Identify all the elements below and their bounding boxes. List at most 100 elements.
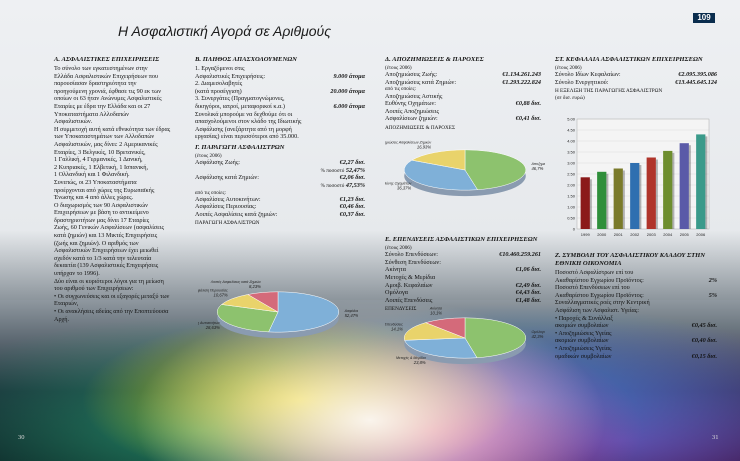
body-line: παρουσίασαν δραστηριότητα την bbox=[54, 80, 137, 88]
employee-item: 2. Διαμεσολαβητές (κατά προσέγγιση) 20.000… bbox=[195, 80, 365, 95]
column-employees-production: Β. ΠΛΗΘΟΣ ΑΠΑΣΧΟΛΟΥΜΕΝΩΝ 1. Εργαζόμενοι … bbox=[195, 56, 365, 226]
bar bbox=[630, 163, 640, 229]
bar bbox=[679, 143, 689, 229]
pie-slice bbox=[247, 291, 279, 313]
nonlife-value: €2,06 δισ. bbox=[339, 174, 365, 182]
z2-label2: Ακαθαρίστου Εγχωρίου Προϊόντος: bbox=[555, 291, 644, 299]
body-line: κατά ζημιών) και 13 Μικτές Επιχειρήσεις bbox=[54, 232, 158, 240]
bar-shadow bbox=[688, 145, 691, 229]
employee-item-value: 6.000 άτομα bbox=[333, 102, 365, 110]
employee-item-value: 9.000 άτομα bbox=[333, 72, 365, 80]
body-line: Η συμμετοχή αυτή κατά εθνικότητα των έδρ… bbox=[54, 125, 171, 133]
body-line: προέρχονται από χώρες της Ευρωπαϊκής bbox=[54, 186, 155, 194]
pie-slice-label: 16,93% bbox=[417, 145, 431, 150]
pie-slice-label: 8,23% bbox=[249, 284, 261, 289]
bar-ytick-label: 0.50 bbox=[567, 216, 576, 221]
property-row: Ασφαλίσεις Περιουσίας: €0,46 δισ. bbox=[195, 203, 365, 211]
bar bbox=[580, 177, 590, 229]
body-line: του αριθμού των Επιχειρήσεων: bbox=[54, 285, 134, 293]
claims-nonlife-row: Αποζημιώσεις κατά Ζημιών: €1.293.222.824 bbox=[385, 79, 541, 87]
investments-list: Ακίνητα €1,06 δισ. Μετοχές & Μερίδια Αμοιβ.… bbox=[385, 266, 541, 304]
body-line: των Υποκαταστημάτων των Αλλοδαπών bbox=[54, 133, 155, 141]
section-heading-b: Β. ΠΛΗΘΟΣ ΑΠΑΣΧΟΛΟΥΜΕΝΩΝ bbox=[195, 56, 297, 63]
bar-shadow bbox=[606, 173, 609, 229]
pie-slice-name: Λοιπές Αποζημιώσεις Ασφαλίσεων Ζημιών bbox=[385, 141, 431, 145]
health-item-label2: ακομιών συμβολαίων bbox=[555, 337, 609, 345]
pie-slice-label: 42,3% bbox=[531, 334, 543, 339]
equity-value: €2.095.395.086 bbox=[678, 71, 717, 79]
assets-value: €13.445.645.124 bbox=[675, 78, 717, 86]
pie-investments-title: ΕΠΕΝΔΥΣΕΙΣ bbox=[385, 306, 417, 313]
claims-of-which: από τις οποίες: bbox=[385, 86, 416, 93]
employee-item: 3. Συνεργάτες (Πραγματογνώμονες, δικηγόρο… bbox=[195, 95, 365, 110]
investment-value: €1,06 δισ. bbox=[515, 266, 541, 274]
claims-pie-chart: Αποζημιώσεις Ζωής46,7% Αποζημιώσεις Αστικ… bbox=[385, 141, 545, 197]
claims-life-label: Αποζημιώσεις Ζωής: bbox=[385, 71, 438, 79]
life-pct-label: % ποσοστό bbox=[320, 167, 345, 174]
motor-value: €1,23 δισ. bbox=[339, 195, 365, 203]
pie-slice bbox=[403, 159, 478, 191]
bar bbox=[646, 157, 656, 229]
pie-slice bbox=[403, 322, 466, 341]
column-capital: ΣΤ. ΚΕΦΑΛΑΙΑ ΑΣΦΑΛΙΣΤΙΚΩΝ ΕΠΙΧΕΙΡΗΣΕΩΝ (… bbox=[555, 56, 717, 101]
investment-row: Ομόλογα €4,43 δισ. bbox=[385, 289, 541, 297]
assets-label: Σύνολο Ενεργητικού: bbox=[555, 78, 609, 86]
bar-chart-unit: (σε δισ. ευρώ) bbox=[555, 94, 585, 101]
pie-slice-label: 10,67% bbox=[214, 292, 228, 297]
body-line: 2 Κυπριακές, 1 Ελβετική, 1 Ισπανική, bbox=[54, 163, 149, 171]
employee-item-row: Ασφαλιστικές Επιχειρήσεις: 9.000 άτομα bbox=[195, 73, 365, 81]
employee-item-row: δικηγόροι, ιατροί, μεταφορικοί κ.α.) 6.00… bbox=[195, 103, 365, 111]
body-line: Ασφαλιστικών. bbox=[54, 118, 93, 126]
pie-slice bbox=[268, 291, 340, 333]
employee-item: 1. Εργαζόμενοι στις Ασφαλιστικές Επιχειρή… bbox=[195, 65, 365, 80]
column-claims-investments: Δ. ΑΠΟΖΗΜΙΩΣΕΙΣ & ΠΑΡΟΧΕΣ (έτους 2006) Α… bbox=[385, 56, 541, 131]
investment-value: €2,49 δισ. bbox=[515, 281, 541, 289]
bar bbox=[613, 168, 623, 229]
body-line: • Οι συγχωνεύσεις και οι εξαγορές μεταξύ… bbox=[54, 292, 170, 300]
body-line: Επιχειρήσεων με βάση το αντικείμενο bbox=[54, 209, 149, 217]
z2-value: 5% bbox=[708, 291, 717, 299]
investment-row: Ακίνητα €1,06 δισ. bbox=[385, 266, 541, 274]
bar-ytick-label: 4.00 bbox=[567, 139, 576, 144]
pie-slice-name: Μετοχές & Μερίδια bbox=[396, 356, 427, 360]
motor-row: Ασφαλίσεις Αυτοκινήτων: €1,23 δισ. bbox=[195, 196, 365, 204]
pie-slice-name: Αποζημιώσεις Αστικής Ευθύνης Οχημάτων bbox=[385, 182, 411, 186]
bar-shadow bbox=[655, 159, 658, 229]
body-line: Ζωής, 60 Γενικών Ασφαλίσεων (ασφαλίσεις bbox=[54, 224, 164, 232]
background-colorful-art bbox=[0, 230, 740, 461]
claims-other-label: Λοιπές Αποζημιώσεις bbox=[385, 107, 439, 115]
health-item: • Αποζημιώσεις Υγείας ακομιών συμβολαίων… bbox=[555, 330, 717, 345]
bar-xtick-label: 1999 bbox=[581, 232, 591, 237]
body-line: Ο διαχωρισμός των 90 Ασφαλιστικών bbox=[54, 201, 148, 209]
pie-slice bbox=[411, 149, 466, 171]
bar-ytick-label: 1.00 bbox=[567, 205, 576, 210]
employee-item-label: 1. Εργαζόμενοι στις bbox=[195, 65, 245, 72]
health-item-label: • Αποζημιώσεις Υγείας bbox=[555, 329, 612, 337]
bar-shadow bbox=[672, 152, 675, 229]
z1-row: Ακαθαρίστου Εγχωρίου Προϊόντος: 2% bbox=[555, 277, 717, 285]
body-line: Εταιρίες, 3 Βελγικές, 10 Βρετανικές, bbox=[54, 148, 146, 156]
other-row: Λοιπές Ασφαλίσεις κατά ζημιών: €0,37 δισ. bbox=[195, 211, 365, 219]
bar-chart-title: Η ΕΞΕΛΙΞΗ ΤΗΣ ΠΑΡΑΓΩΓΗΣ ΑΣΦΑΛΙΣΤΡΩΝ bbox=[555, 88, 663, 95]
z2-label: Ποσοστό Επενδύσεων επί του bbox=[555, 284, 630, 292]
claims-nonlife-label: Αποζημιώσεις κατά Ζημιών: bbox=[385, 78, 457, 86]
pie-production-title: ΠΑΡΑΓΩΓΗ ΑΣΦΑΛΙΣΤΡΩΝ bbox=[195, 219, 260, 226]
investments-year: (έτους 2006) bbox=[385, 245, 412, 251]
bar bbox=[696, 134, 706, 229]
pie-slice-name: Ασφάλιση Περιουσίας bbox=[198, 288, 228, 292]
bar-ytick-label: 0 bbox=[573, 227, 576, 232]
bar-xtick-label: 2005 bbox=[680, 232, 690, 237]
pie-slice bbox=[424, 317, 466, 339]
bar-ytick-label: 3.00 bbox=[567, 161, 576, 166]
body-line: Συνεπώς, οι 23 Υποκαταστήματα bbox=[54, 178, 137, 186]
production-evolution-bar-chart: 0 0.50 1.00 1.50 2.00 2.50 3.00 3.50 4.00 4.50 5.0… bbox=[567, 117, 710, 237]
health-item-value: €0,45 δισ. bbox=[691, 322, 717, 330]
nonlife-row: Ασφάλισης κατά Ζημιών: €2,06 δισ. bbox=[195, 174, 365, 182]
bar-xtick-label: 2000 bbox=[597, 232, 607, 237]
pie-claims-title: ΑΠΟΖΗΜΙΩΣΕΙΣ & ΠΑΡΟΧΕΣ bbox=[385, 124, 455, 131]
motor-label: Ασφαλίσεις Αυτοκινήτων: bbox=[195, 195, 261, 203]
claims-motor-label2: Ευθύνης Οχημάτων: bbox=[385, 100, 436, 108]
bar-ytick-label: 3.50 bbox=[567, 150, 576, 155]
investment-value: €4,43 δισ. bbox=[515, 289, 541, 297]
z3-label: Συναλλαγματικές ροές στην Κεντρική bbox=[555, 299, 650, 307]
